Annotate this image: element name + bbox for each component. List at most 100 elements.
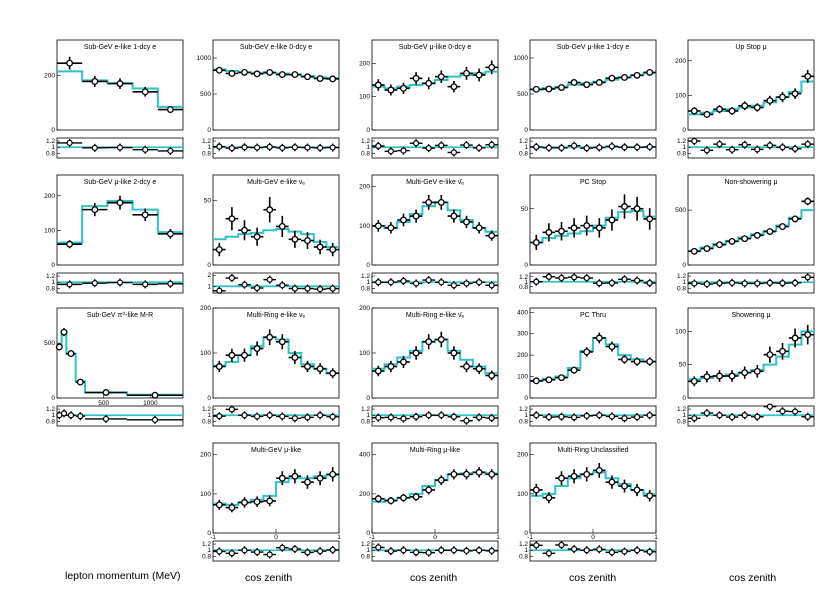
- ratio-point: [558, 413, 565, 420]
- data-point: [304, 478, 311, 486]
- data-point: [215, 363, 223, 370]
- data-point: [463, 363, 470, 370]
- ratio-point: [754, 146, 761, 153]
- panel-5: Sub-GeV μ-like 2-dcy e 0 100 200 0.811.2: [44, 174, 184, 294]
- ratio-point: [716, 280, 723, 287]
- data-point: [570, 79, 578, 86]
- ratio-tick-label: 1.2: [361, 541, 370, 548]
- ratio-tick-label: 1.2: [202, 138, 211, 145]
- ratio-point: [791, 279, 799, 286]
- ratio-point: [400, 415, 407, 422]
- ratio-point: [533, 412, 540, 419]
- ratio-point: [633, 413, 641, 421]
- ratio-point: [596, 144, 603, 151]
- ratio-point: [779, 144, 786, 151]
- ratio-point: [116, 279, 124, 286]
- data-point: [791, 334, 799, 342]
- panel-9: Non-showering μ 0 500 0.811.2: [675, 174, 815, 294]
- data-point: [374, 495, 382, 503]
- ratio-tick-label: 1: [51, 412, 55, 419]
- ratio-point: [728, 413, 736, 421]
- ratio-point: [425, 145, 432, 152]
- data-point: [316, 474, 324, 482]
- ratio-point: [387, 279, 394, 286]
- ratio-point: [151, 416, 159, 423]
- mc-histogram: [57, 70, 183, 108]
- ratio-point: [766, 142, 774, 149]
- ratio-point: [241, 547, 248, 554]
- data-point: [633, 205, 641, 213]
- data-point: [91, 78, 99, 85]
- ratio-point: [216, 287, 223, 294]
- data-point: [291, 235, 299, 243]
- ratio-point: [228, 145, 235, 152]
- ratio-tick-label: 1: [51, 144, 55, 151]
- panel-title: Non-showering μ: [724, 179, 777, 186]
- panel-0: Sub-GeV e-like 1-dcy e 0 200 0.811.2: [44, 39, 184, 159]
- ratio-point: [375, 142, 382, 150]
- data-point: [228, 70, 236, 77]
- ratio-point: [804, 141, 811, 148]
- panel-frame: [56, 307, 184, 399]
- ratio-point: [545, 550, 553, 557]
- ratio-tick-label: 1: [51, 279, 55, 286]
- x-tick-label: -1: [369, 534, 375, 541]
- mc-histogram: [213, 474, 339, 506]
- data-point: [595, 466, 603, 474]
- data-point: [583, 348, 591, 356]
- ratio-point: [279, 413, 286, 420]
- data-point: [60, 328, 68, 336]
- ratio-point: [533, 278, 540, 285]
- panel-frame: [687, 307, 815, 399]
- ratio-point: [463, 141, 470, 149]
- y-tick-label: 0: [51, 262, 55, 269]
- ratio-tick-label: 1.2: [519, 138, 528, 145]
- ratio-point: [317, 144, 324, 151]
- ratio-point: [728, 146, 736, 153]
- data-point: [791, 215, 799, 223]
- ratio-point: [304, 285, 311, 292]
- data-point: [583, 470, 591, 478]
- y-tick-label: 400: [359, 452, 370, 459]
- data-point: [779, 93, 786, 101]
- ratio-point: [545, 144, 553, 151]
- ratio-point: [216, 413, 223, 420]
- panel-title: Sub-GeV μ-like 2-dcy e: [84, 179, 157, 186]
- mc-histogram: [372, 338, 498, 375]
- data-point: [488, 470, 496, 478]
- data-point: [316, 75, 324, 82]
- y-tick-label: 200: [200, 305, 211, 312]
- ratio-point: [488, 141, 495, 148]
- y-tick-label: 200: [200, 452, 211, 459]
- y-tick-label: 1000: [514, 55, 529, 62]
- data-point: [703, 245, 711, 252]
- ratio-tick-label: 1: [207, 144, 211, 151]
- panel-4: Up Stop μ 0 100 200 0.811.2: [675, 39, 815, 159]
- data-point: [241, 226, 248, 234]
- data-point: [570, 224, 578, 232]
- ratio-point: [608, 143, 616, 150]
- data-point: [266, 206, 274, 214]
- data-point: [463, 470, 470, 478]
- ratio-point: [304, 549, 311, 556]
- ratio-point: [766, 403, 774, 410]
- y-tick-label: 0: [524, 262, 528, 269]
- data-point: [475, 468, 483, 476]
- ratio-point: [463, 417, 470, 424]
- x-axis-label-col1: lepton momentum (MeV): [65, 570, 181, 582]
- data-point: [475, 224, 483, 232]
- ratio-point: [583, 274, 590, 282]
- ratio-point: [766, 279, 774, 286]
- ratio-point: [646, 143, 653, 151]
- panel-frame: [56, 39, 184, 131]
- ratio-point: [583, 412, 590, 419]
- data-point: [253, 233, 261, 241]
- ratio-tick-label: 1: [366, 279, 370, 286]
- y-tick-label: 400: [517, 309, 528, 316]
- data-point: [558, 374, 565, 382]
- data-point: [151, 391, 159, 399]
- panel-frame: [529, 174, 657, 266]
- ratio-point: [413, 413, 420, 420]
- ratio-frame: [212, 272, 340, 294]
- data-point: [716, 105, 723, 113]
